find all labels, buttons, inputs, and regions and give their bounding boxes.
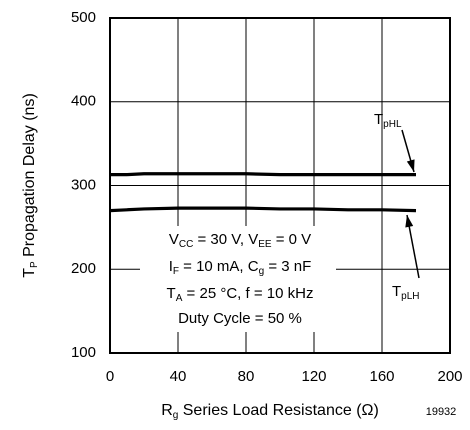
y-tick-label: 500 <box>71 9 96 26</box>
x-tick-label: 40 <box>170 368 187 385</box>
figure-number: 19932 <box>426 406 457 418</box>
x-axis-title-part: g <box>173 410 179 421</box>
annotation-line-part: = 3 nF <box>264 258 311 275</box>
y-tick-label: 300 <box>71 176 96 193</box>
annotation-line-part: g <box>259 266 265 277</box>
annotation-background <box>140 226 336 332</box>
x-tick-label: 80 <box>238 368 255 385</box>
x-tick-label: 120 <box>301 368 326 385</box>
series-line <box>110 172 416 177</box>
x-tick-label: 200 <box>437 368 462 385</box>
x-tick-label: 0 <box>106 368 114 385</box>
annotation-line-part: = 30 V, V <box>193 231 258 248</box>
annotation-line-part: = 25 °C, f = 10 kHz <box>182 285 313 302</box>
y-axis-title: TP Propagation Delay (ns) <box>21 93 39 278</box>
annotation-line-part: A <box>176 293 183 304</box>
annotation-line-part: F <box>173 266 179 277</box>
series-label-part: T <box>374 111 383 128</box>
x-axis-title-part: Series Load Resistance (Ω) <box>178 402 379 419</box>
y-axis-title-part: Propagation Delay (ns) <box>21 93 38 261</box>
annotation-line-part: V <box>169 231 179 248</box>
annotation-line: TA = 25 °C, f = 10 kHz <box>167 285 314 304</box>
arrow-head <box>405 215 414 228</box>
series-label-part: T <box>392 283 401 300</box>
series-label-part: pLH <box>401 291 419 302</box>
annotation-line-part: CC <box>179 239 193 250</box>
x-axis-title: Rg Series Load Resistance (Ω) <box>161 402 379 420</box>
annotation-line-part: T <box>167 285 176 302</box>
x-tick-label: 160 <box>369 368 394 385</box>
y-tick-label: 400 <box>71 93 96 110</box>
series-label-part: pHL <box>383 119 402 130</box>
series-label: TpLH <box>392 283 420 302</box>
annotation-line-part: I <box>169 258 173 275</box>
y-axis-title-part: T <box>21 268 38 278</box>
annotation-line: Duty Cycle = 50 % <box>178 310 302 327</box>
arrow-head <box>406 159 415 172</box>
y-axis-title-part: P <box>29 261 40 268</box>
series-label: TpHL <box>374 111 402 130</box>
x-axis-title-part: R <box>161 402 173 419</box>
annotation-line: IF = 10 mA, Cg = 3 nF <box>169 258 312 277</box>
annotation-line-part: = 10 mA, C <box>179 258 259 275</box>
plot-frame <box>109 17 451 354</box>
annotation-line: VCC = 30 V, VEE = 0 V <box>169 231 311 250</box>
annotation-line-part: Duty Cycle = 50 % <box>178 310 302 327</box>
y-tick-label: 100 <box>71 344 96 361</box>
annotation-line-part: EE <box>258 239 272 250</box>
annotation-line-part: = 0 V <box>272 231 312 248</box>
y-tick-label: 200 <box>71 260 96 277</box>
series-line <box>109 206 417 213</box>
